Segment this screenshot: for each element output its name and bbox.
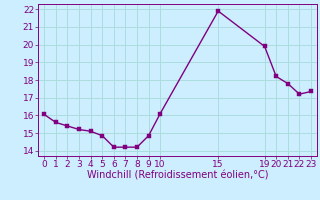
X-axis label: Windchill (Refroidissement éolien,°C): Windchill (Refroidissement éolien,°C) [87,171,268,181]
